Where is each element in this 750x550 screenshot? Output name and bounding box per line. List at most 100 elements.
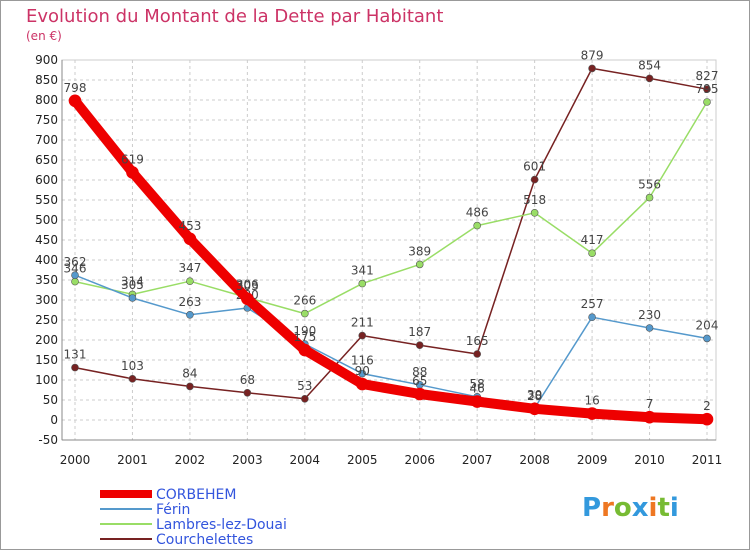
data-point	[530, 175, 539, 184]
data-label: 28	[527, 389, 542, 403]
series-line	[74, 67, 708, 400]
y-tick-label: 450	[35, 233, 58, 247]
x-tick-label: 2006	[404, 453, 435, 467]
data-point	[588, 64, 596, 73]
legend-label: Lambres-lez-Douai	[156, 517, 287, 533]
x-tick-label: 2005	[347, 453, 378, 467]
x-tick-label: 2000	[60, 453, 91, 467]
x-tick-label: 2001	[117, 453, 148, 467]
series-corbehem: 798 619 453 303 175 90 65 46 28 16 7 2	[64, 81, 714, 426]
y-tick-label: 800	[35, 93, 58, 107]
data-point	[128, 374, 137, 383]
legend: CORBEHEMFérinLambres-lez-DouaiCourchelet…	[100, 487, 287, 548]
y-tick-label: 200	[35, 333, 58, 347]
data-point	[703, 98, 711, 106]
data-point	[470, 395, 484, 408]
y-tick-label: 750	[35, 113, 58, 127]
data-point	[68, 94, 82, 108]
series-line	[70, 95, 712, 425]
y-tick-label: 400	[35, 253, 58, 267]
data-label: 90	[355, 364, 370, 378]
data-label: 486	[466, 206, 489, 220]
data-label: 341	[351, 264, 374, 278]
data-label: 53	[297, 379, 312, 393]
series-line	[74, 274, 708, 409]
data-label: 854	[638, 58, 661, 72]
data-label: 7	[646, 397, 654, 411]
data-label: 257	[581, 297, 604, 311]
data-point	[301, 309, 309, 318]
data-label: 347	[178, 261, 201, 275]
data-point	[643, 410, 656, 424]
data-point	[71, 277, 79, 286]
data-label: 230	[638, 308, 661, 322]
data-label: 165	[466, 334, 489, 348]
data-point	[358, 279, 367, 288]
data-point	[71, 363, 79, 372]
data-label: 175	[293, 330, 316, 344]
data-label: 453	[178, 219, 201, 233]
data-point	[473, 350, 481, 358]
data-label: 266	[293, 294, 316, 308]
data-label: 619	[121, 152, 144, 166]
y-axis: -50 0 50 100 150 200 250 300 350 400 450 500 550 600 6…	[35, 53, 63, 447]
data-label: 798	[64, 81, 87, 95]
x-tick-label: 2011	[692, 453, 723, 467]
data-label: 2	[703, 399, 711, 413]
data-label: 131	[64, 348, 87, 362]
data-point	[186, 277, 194, 286]
data-label: 601	[523, 160, 546, 174]
data-point	[415, 341, 424, 350]
data-point	[298, 343, 312, 357]
data-label: 190	[293, 324, 316, 338]
data-label: 346	[64, 262, 87, 276]
data-label: 30	[527, 388, 542, 402]
data-point	[241, 292, 254, 306]
y-tick-label: 600	[35, 173, 58, 187]
data-label: 314	[121, 274, 144, 288]
data-label: 827	[696, 69, 719, 83]
x-tick-label: 2008	[519, 453, 550, 467]
x-tick-label: 2007	[462, 453, 493, 467]
series-courchelettes: 131 103 84 68 53 211 187 165 601 879 854 827	[64, 48, 719, 403]
data-point	[645, 324, 654, 332]
data-label: 795	[696, 82, 719, 96]
y-tick-label: -50	[38, 433, 58, 447]
x-tick-label: 2003	[232, 453, 263, 467]
data-label: 518	[523, 193, 546, 207]
data-label: 879	[581, 48, 604, 62]
data-point	[473, 221, 481, 230]
data-label: 116	[351, 354, 374, 368]
legend-label: CORBEHEM	[156, 487, 236, 503]
y-tick-label: 0	[50, 413, 58, 427]
y-tick-label: 550	[35, 193, 58, 207]
data-point	[71, 271, 79, 280]
y-tick-label: 500	[35, 213, 58, 227]
data-point	[301, 394, 309, 403]
data-label: 58	[470, 377, 485, 391]
y-tick-label: 350	[35, 273, 58, 287]
data-label: 65	[412, 374, 427, 388]
data-point	[186, 310, 194, 319]
data-label: 68	[240, 373, 255, 387]
data-label: 263	[178, 295, 201, 309]
data-label: 187	[408, 325, 431, 339]
data-label: 362	[64, 255, 87, 269]
series-line	[74, 101, 708, 315]
data-point	[358, 331, 367, 340]
y-tick-label: 900	[35, 53, 58, 67]
data-label: 303	[236, 279, 259, 293]
data-label: 556	[638, 178, 661, 192]
data-point	[588, 249, 596, 257]
data-point	[645, 74, 654, 83]
data-point	[128, 294, 137, 302]
logo-text: Proxiti	[582, 493, 679, 523]
data-point	[703, 334, 711, 343]
data-point	[415, 260, 424, 269]
y-tick-label: 300	[35, 293, 58, 307]
data-label: 389	[408, 244, 431, 258]
legend-label: Courchelettes	[156, 532, 253, 548]
legend-label: Férin	[156, 502, 190, 518]
